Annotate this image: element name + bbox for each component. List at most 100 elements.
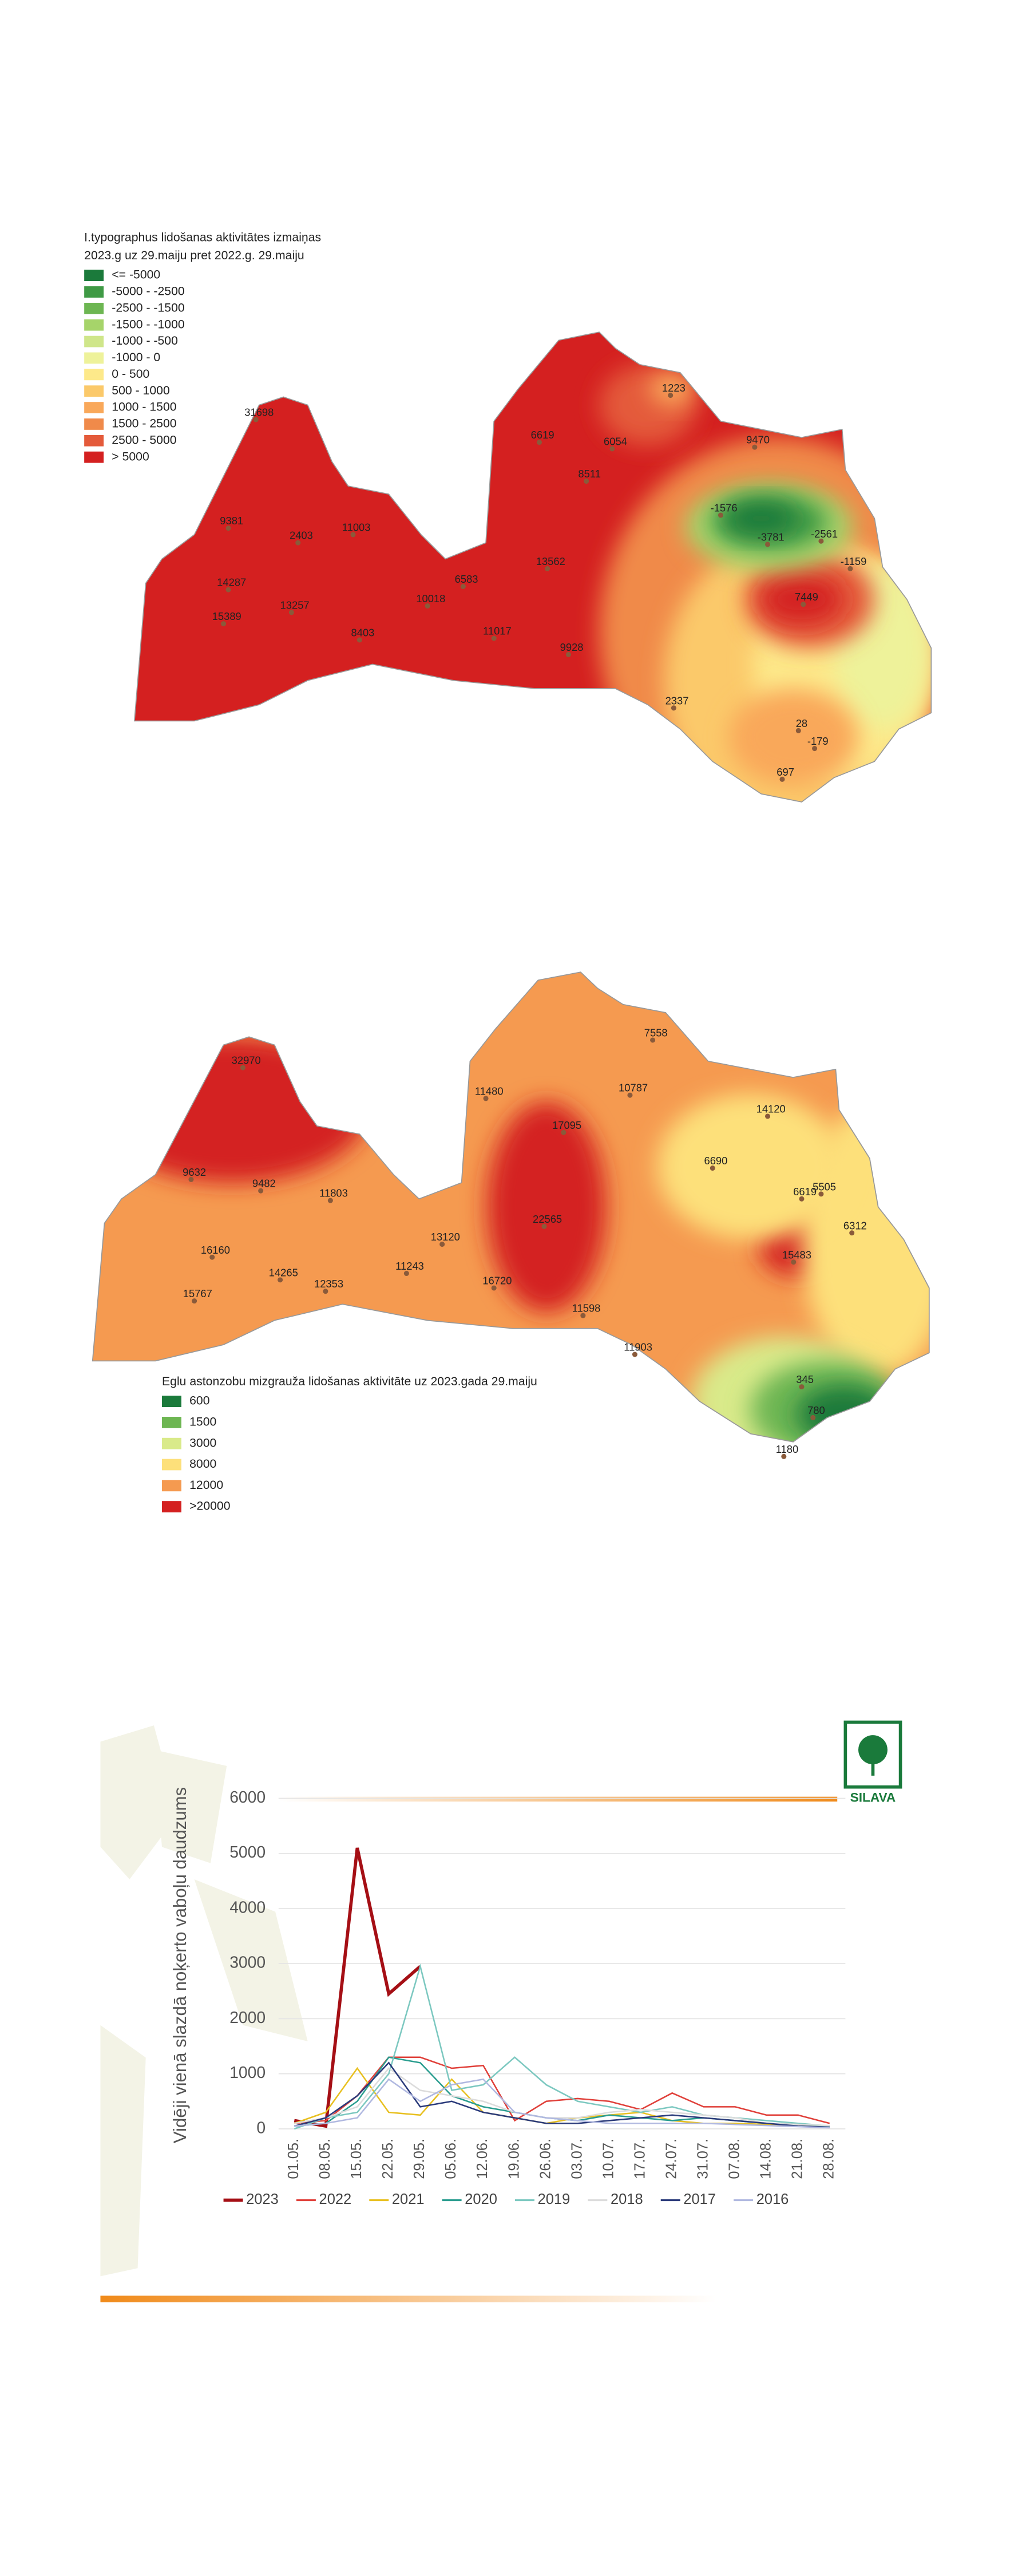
y-axis-label: Vidēji vienā slazdā noķerto vaboļu daudz… [170,1787,190,2143]
map-point [847,566,853,571]
series-line [294,2078,830,2129]
legend-swatch [162,1501,181,1512]
legend-label: > 5000 [112,450,149,463]
map-point-label: 11017 [483,625,512,637]
map-point-label: 11803 [319,1187,348,1199]
map-point-label: -179 [807,735,829,747]
map-zone [728,688,858,786]
map-2 [92,971,930,1443]
map-point [791,1259,797,1265]
map-point [536,440,542,445]
map-point-label: 8403 [351,626,375,638]
map-point-label: 13257 [280,599,310,611]
map-point [356,637,362,643]
x-tick-label: 05.06. [443,2139,459,2179]
legend-label: 1000 - 1500 [112,401,176,414]
y-tick-label: 1000 [229,2063,266,2081]
map-point [350,532,356,538]
map-zone [657,1093,845,1240]
map-point-label: -1159 [841,555,867,567]
map-point-label: 16720 [482,1275,512,1287]
map-point [818,1191,824,1197]
legend-label: 2018 [611,2191,643,2207]
legend-label: -1000 - 0 [112,351,160,364]
y-tick-label: 0 [256,2118,266,2136]
map-point [209,1254,215,1260]
legend-label: 3000 [189,1436,216,1449]
map-point [801,602,806,607]
map-point [799,1196,805,1202]
map-point [541,1223,547,1229]
y-tick-label: 5000 [229,1843,266,1861]
map-point [650,1037,656,1043]
legend-label: 1500 [189,1416,216,1429]
map-zone [725,502,797,535]
legend-label: 2500 - 5000 [112,433,176,447]
legend-swatch [84,352,104,364]
map-zone [761,575,842,624]
legend-swatch [162,1459,181,1471]
map-point [460,584,466,590]
map-point [188,1176,194,1182]
map-point [192,1298,197,1304]
series-line [294,2061,830,2128]
map-point-label: 28 [796,717,807,729]
map-point-label: 5505 [813,1180,836,1192]
map-point-label: 15483 [782,1249,811,1261]
map-point [483,1096,489,1101]
map-point [323,1289,328,1294]
legend-label: 2019 [538,2191,571,2207]
x-tick-label: 29.05. [411,2139,427,2179]
y-tick-label: 3000 [229,1953,266,1971]
map-point-label: 10787 [619,1082,648,1094]
map-point-label: 6312 [843,1219,867,1231]
map-point-label: 14265 [269,1266,298,1278]
map-point-label: 16160 [201,1244,230,1256]
map-point-label: 2337 [665,694,689,706]
map-point-label: 13562 [536,555,565,567]
map-point [258,1188,264,1194]
map-point-label: 1223 [662,382,686,394]
map-point [240,1065,246,1070]
x-tick-label: 08.05. [317,2139,333,2179]
map-point [295,540,301,546]
map-point [671,705,676,711]
map-point [491,635,497,641]
legend-swatch [84,385,104,397]
legend-label: 2023 [246,2191,279,2207]
series-line [294,2067,830,2127]
logo-text: SILAVA [850,1790,896,1804]
x-tick-label: 10.07. [600,2139,616,2179]
map-point [779,776,785,782]
x-tick-label: 22.05. [380,2139,396,2179]
legend-label: 500 - 1000 [112,384,169,397]
map-point [561,1129,566,1135]
map-point-label: 22565 [533,1213,562,1225]
legend-swatch [84,286,104,298]
map-point [627,1092,633,1098]
legend-label: -1000 - -500 [112,334,178,347]
map-point-label: 15767 [183,1287,212,1299]
map-point [718,512,723,518]
legend-swatch [84,418,104,430]
map-point-label: 14287 [217,576,246,588]
logo: SILAVA [843,1720,902,1804]
map-point-label: 13120 [431,1231,460,1243]
map-title: I.typographus lidošanas aktivitātes izma… [84,231,321,244]
bottom-bar [100,2296,716,2302]
legend-swatch [162,1480,181,1492]
map-point-label: 31698 [244,406,274,418]
y-tick-label: 6000 [229,1788,266,1806]
series-line [294,1963,830,2130]
map-point [545,566,550,571]
map-title: Eglu astonzobu mizgrauža lidošanas aktiv… [162,1375,537,1388]
x-tick-label: 07.08. [726,2139,742,2179]
x-tick-label: 28.08. [821,2139,837,2179]
legend-swatch [162,1437,181,1449]
map-point-label: 11903 [624,1341,652,1353]
map-point-label: 8511 [578,468,601,480]
map-point [225,526,231,531]
map-point [327,1198,333,1203]
